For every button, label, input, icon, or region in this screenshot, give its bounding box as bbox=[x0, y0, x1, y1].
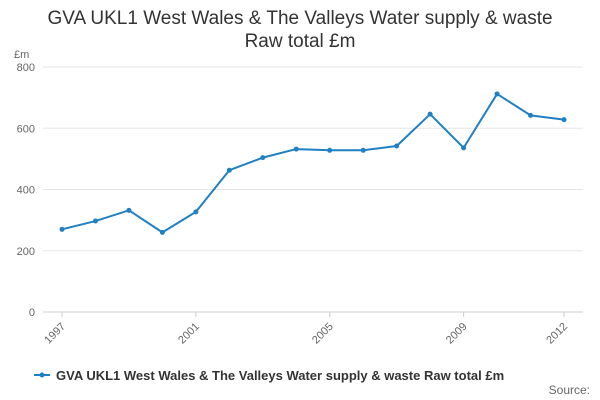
data-point[interactable] bbox=[494, 91, 500, 97]
y-axis-unit-label: £m bbox=[14, 49, 29, 61]
data-point[interactable] bbox=[394, 143, 400, 149]
data-point[interactable] bbox=[92, 218, 98, 224]
x-tick-label: 2012 bbox=[544, 321, 570, 347]
data-point[interactable] bbox=[59, 226, 65, 232]
x-tick-label: 1997 bbox=[42, 321, 68, 347]
data-point[interactable] bbox=[427, 111, 433, 117]
data-point[interactable] bbox=[360, 147, 366, 153]
data-point[interactable] bbox=[561, 117, 567, 123]
y-tick-label: 600 bbox=[17, 123, 35, 135]
chart-title-line-1: GVA UKL1 West Wales & The Valleys Water … bbox=[47, 8, 552, 29]
data-point[interactable] bbox=[193, 209, 199, 215]
y-tick-label: 0 bbox=[29, 307, 35, 319]
x-tick-label: 2009 bbox=[444, 321, 470, 347]
legend-marker bbox=[39, 372, 45, 378]
series-layer bbox=[59, 91, 567, 235]
y-axis-ticks: 0 200 400 600 800 bbox=[17, 62, 35, 319]
legend[interactable]: GVA UKL1 West Wales & The Valleys Water … bbox=[34, 368, 504, 383]
y-tick-label: 200 bbox=[17, 246, 35, 258]
data-point[interactable] bbox=[260, 155, 266, 161]
gridlines bbox=[43, 66, 583, 313]
data-point[interactable] bbox=[226, 167, 232, 173]
data-point[interactable] bbox=[159, 229, 165, 235]
legend-label: GVA UKL1 West Wales & The Valleys Water … bbox=[56, 368, 504, 383]
source-label: Source: bbox=[549, 383, 590, 397]
data-point[interactable] bbox=[293, 146, 299, 152]
x-tick-label: 2005 bbox=[310, 321, 336, 347]
y-tick-label: 800 bbox=[17, 62, 35, 74]
data-point[interactable] bbox=[461, 145, 467, 151]
x-tick-label: 2001 bbox=[176, 321, 202, 347]
data-point[interactable] bbox=[528, 112, 534, 118]
y-tick-label: 400 bbox=[17, 185, 35, 197]
chart-title-line-2: Raw total £m bbox=[245, 31, 356, 52]
data-point[interactable] bbox=[126, 207, 132, 213]
data-point[interactable] bbox=[327, 147, 333, 153]
series-line bbox=[61, 92, 565, 234]
x-axis-ticks: 1997 2001 2005 2009 2012 bbox=[42, 312, 570, 346]
